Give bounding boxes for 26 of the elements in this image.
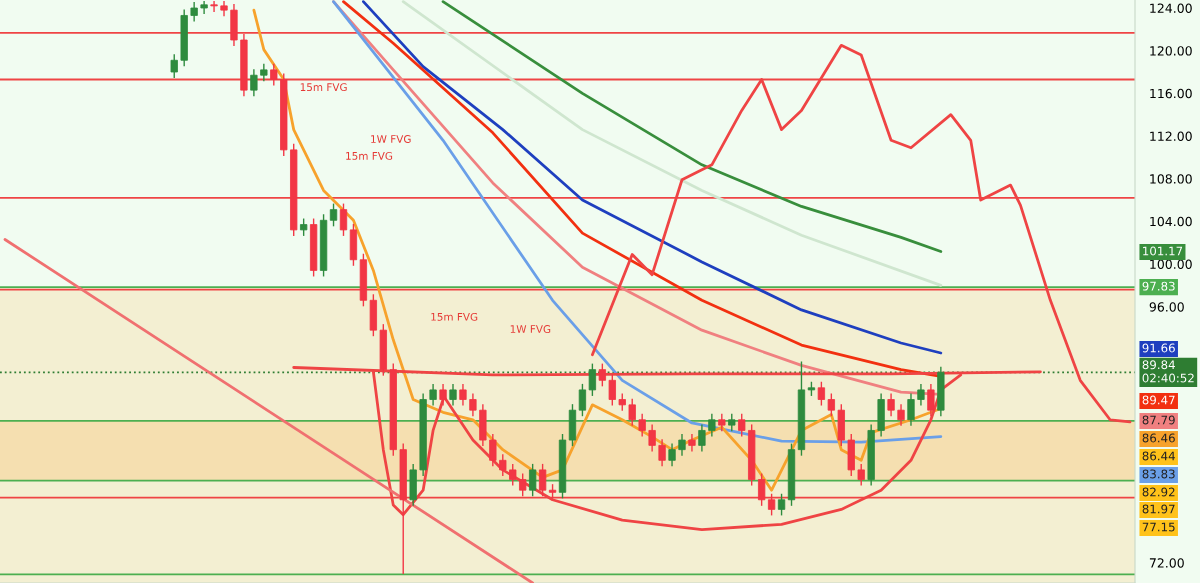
y-tick-label: 120.00	[1150, 46, 1192, 56]
text: 101.17	[1143, 246, 1183, 256]
text: 86.46	[1142, 433, 1175, 443]
annotation: 15m FVG	[431, 312, 478, 321]
annotation: 15m FVG	[346, 151, 393, 160]
y-tick-label: 112.00	[1150, 131, 1192, 141]
text: 83.83	[1142, 469, 1175, 479]
text: 82.92	[1142, 487, 1175, 497]
annotation: 1W FVG	[510, 325, 551, 333]
ref-line-label: 97.83	[1142, 281, 1175, 291]
y-tick-label: 104.00	[1150, 216, 1192, 227]
text: 77.15	[1142, 522, 1175, 532]
text: 91.66	[1142, 343, 1175, 353]
y-tick-label: 100.00	[1150, 259, 1192, 269]
y-tick-label: 124.00	[1150, 3, 1192, 13]
y-tick-label: 72.00	[1149, 558, 1184, 568]
y-tick-label: 108.00	[1150, 174, 1192, 184]
y-tick-label: 96.00	[1149, 302, 1184, 312]
text: 81.97	[1142, 504, 1175, 514]
text: 86.44	[1142, 451, 1175, 461]
annotation: 1W FVG	[371, 135, 411, 143]
y-tick-label: 116.00	[1150, 88, 1192, 99]
text: 87.79	[1142, 415, 1175, 425]
ref-line-label: 89.84 02:40:52	[1142, 360, 1194, 383]
annotation: 15m FVG	[300, 83, 347, 92]
text: 89.47	[1142, 395, 1175, 405]
